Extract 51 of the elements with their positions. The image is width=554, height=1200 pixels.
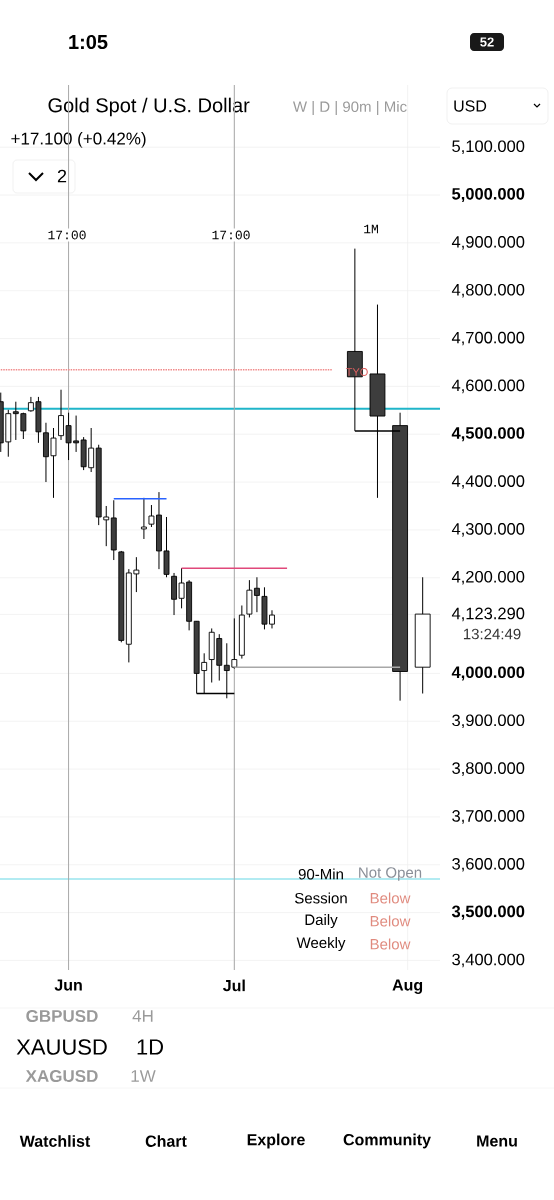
text: +17.100 (+0.42%): [11, 132, 146, 148]
x-tick-label: Jul: [223, 979, 245, 992]
text: 13:24:49: [463, 628, 521, 640]
y-tick-label: 3,700.000: [452, 810, 525, 824]
text: Watchlist: [19, 1135, 91, 1147]
y-tick-label: 4,900.000: [451, 236, 525, 250]
text: 1W: [131, 1070, 156, 1082]
y-tick-label: 3,500.000: [451, 905, 525, 920]
y-tick-label: 4,300.000: [451, 523, 525, 537]
text: 1:05: [69, 34, 108, 50]
annotation: Below: [370, 915, 411, 927]
y-tick-label: 3,600.000: [452, 857, 525, 872]
text: Community: [343, 1133, 431, 1149]
annotation: Below: [370, 892, 411, 904]
text: XAUUSD: [16, 1039, 107, 1055]
text: Chart: [145, 1135, 187, 1147]
y-tick-label: 4,800.000: [451, 283, 525, 298]
annotation: Below: [370, 938, 411, 950]
y-tick-label: 4,123.290: [451, 607, 525, 622]
y-tick-label: 5,100.000: [452, 140, 525, 155]
text: Explore: [247, 1133, 305, 1149]
text: 1D: [137, 1039, 163, 1055]
text: GBPUSD: [26, 1009, 98, 1023]
y-tick-label: 3,900.000: [452, 714, 525, 729]
text: Gold Spot / U.S. Dollar: [48, 97, 250, 117]
x-tick-label: Jun: [54, 979, 82, 991]
annotation: 17:00: [212, 230, 250, 240]
text: XAGUSD: [25, 1069, 98, 1083]
y-tick-label: 4,400.000: [451, 475, 525, 489]
annotation: Weekly: [296, 937, 346, 951]
y-tick-label: 4,500.000: [451, 427, 525, 442]
annotation: Session: [295, 892, 347, 904]
y-tick-label: 3,800.000: [452, 762, 525, 776]
text: USD: [454, 100, 487, 112]
annotation: 90-Min: [298, 868, 343, 880]
annotation: 2: [57, 169, 67, 183]
y-tick-label: 4,200.000: [451, 570, 525, 585]
y-tick-label: 3,400.000: [452, 953, 525, 968]
annotation: W | D | 90m | Mic: [292, 100, 407, 116]
y-tick-label: 4,000.000: [451, 666, 525, 681]
y-tick-label: 4,700.000: [451, 331, 525, 346]
annotation: Not Open: [359, 867, 422, 881]
text: 52: [480, 37, 494, 47]
annotation: Daily: [305, 914, 338, 928]
y-tick-label: 5,000.000: [452, 188, 525, 203]
y-tick-label: 4,600.000: [451, 379, 525, 394]
annotation: 17:00: [48, 230, 86, 240]
annotation: 1M: [364, 224, 378, 234]
x-tick-label: Aug: [392, 979, 423, 994]
text: Menu: [477, 1135, 517, 1147]
text: 4H: [132, 1010, 153, 1022]
